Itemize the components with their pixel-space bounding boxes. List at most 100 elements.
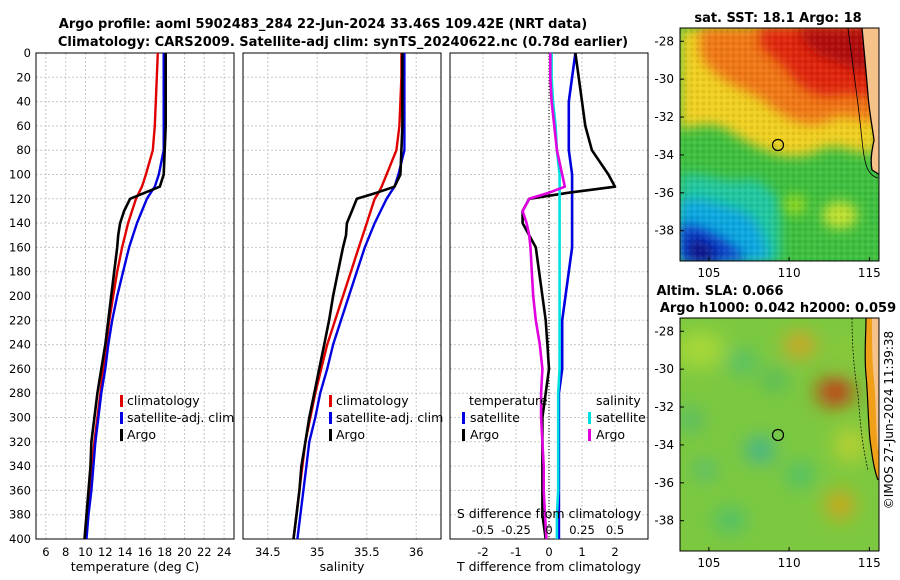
depth-tick-240: 240 — [9, 338, 31, 352]
temperature-xtick-8: 8 — [62, 545, 69, 559]
sla_map-xtick-115: 115 — [858, 556, 881, 570]
temperature-xtick-20: 20 — [177, 545, 192, 559]
salinity-axes-frame — [242, 52, 442, 540]
sst_map-ytick-32: -32 — [654, 110, 674, 124]
salinity-legend-satellite-adj-clim: satellite-adj. clim — [336, 410, 443, 425]
salinity-legend-swatch-satellite-adj-clim — [329, 412, 332, 424]
salinity-xtick-35: 35 — [310, 545, 325, 559]
diff-series-s-argo — [521, 53, 567, 540]
sst-map-frame — [679, 27, 880, 262]
sst_map-ytick-36: -36 — [654, 186, 674, 200]
sla_map-xtick-105: 105 — [697, 556, 720, 570]
temperature-legend-climatology: climatology — [127, 393, 200, 408]
sst-map-axes: -28 -30 -32 -34 -36 -38 105 110 115 — [654, 34, 880, 280]
temperature-xtick-6: 6 — [42, 545, 49, 559]
depth-tick-200: 200 — [9, 289, 31, 303]
depth-tick-100: 100 — [9, 168, 31, 182]
depth-tick-20: 20 — [16, 70, 31, 84]
temperature-legend-swatch-satellite-adj-clim — [120, 412, 123, 424]
depth-tick-0: 0 — [24, 46, 31, 60]
sst_map-xtick-110: 110 — [778, 266, 801, 280]
salinity-legend-climatology: climatology — [336, 393, 409, 408]
depth-tick-180: 180 — [9, 265, 31, 279]
temperature-legend-argo: Argo — [127, 427, 156, 442]
depth-tick-160: 160 — [9, 240, 31, 254]
depth-tick-320: 320 — [9, 435, 31, 449]
differences-xtick-1: 1 — [578, 545, 585, 559]
sla_map-xtick-110: 110 — [778, 556, 801, 570]
depth-tick-400: 400 — [9, 532, 31, 546]
sla_map-ytick-28: -28 — [654, 324, 674, 338]
tdiff-legend-swatch-satellite — [462, 412, 465, 424]
temperature-xtick-12: 12 — [98, 545, 113, 559]
sst_map-xtick-105: 105 — [697, 266, 720, 280]
differences-xlabel: T difference from climatology — [456, 559, 642, 574]
depth-tick-80: 80 — [16, 143, 31, 157]
difference-panel: -2 -1 0 1 2T difference from climatology -0.5… — [449, 52, 649, 574]
sst-argo-marker — [771, 138, 785, 152]
sla_map-ytick-34: -34 — [654, 438, 674, 452]
credit-text: ©IMOS 27-Jun-2024 11:39:38 — [882, 331, 896, 509]
salinity-legend-swatch-argo — [329, 429, 332, 441]
sdiff-legend-title: salinity — [596, 393, 641, 408]
temperature-xtick-18: 18 — [157, 545, 172, 559]
salinity-legend-argo: Argo — [336, 427, 365, 442]
sdiff-tick-0-25: 0.25 — [569, 523, 595, 537]
depth-tick-140: 140 — [9, 216, 31, 230]
sdiff-tick-0-5: 0.5 — [606, 523, 624, 537]
depth-tick-120: 120 — [9, 192, 31, 206]
tdiff-legend-title: temperature — [469, 393, 548, 408]
salinity-legend-swatch-climatology — [329, 395, 332, 407]
sdiff-legend-argo: Argo — [596, 427, 625, 442]
sla-argo-marker — [771, 428, 785, 442]
sla-map-axes: -28 -30 -32 -34 -36 -38 105 110 115 — [654, 324, 880, 570]
title-line-1: Argo profile: aoml 5902483_284 22-Jun-20… — [59, 17, 587, 32]
sst_map-ytick-28: -28 — [654, 34, 674, 48]
temperature-xtick-14: 14 — [118, 545, 133, 559]
sdiff-legend-satellite: satellite — [596, 410, 646, 425]
temperature-panel: 6 8 10 12 14 16 18 20 22 240204060801001201401601… — [9, 46, 235, 574]
sst_map-ytick-30: -30 — [654, 72, 674, 86]
depth-tick-380: 380 — [9, 508, 31, 522]
sla_map-ytick-30: -30 — [654, 362, 674, 376]
sla-map-image — [680, 318, 879, 551]
sla_map-ytick-36: -36 — [654, 476, 674, 490]
temperature-xtick-16: 16 — [138, 545, 153, 559]
depth-tick-220: 220 — [9, 313, 31, 327]
depth-tick-340: 340 — [9, 459, 31, 473]
salinity-panel: 34.5 35 35.5 36 salinity climatology satellite… — [242, 52, 443, 574]
differences-xtick-0: 0 — [545, 545, 552, 559]
temperature-xtick-22: 22 — [197, 545, 212, 559]
sdiff-tick-0: 0 — [545, 523, 552, 537]
depth-tick-260: 260 — [9, 362, 31, 376]
tdiff-legend-satellite: satellite — [470, 410, 520, 425]
sst-map-image — [680, 28, 879, 261]
tdiff-legend-argo: Argo — [470, 427, 499, 442]
temperature-axes-frame — [35, 52, 235, 540]
sla-map-frame — [679, 317, 880, 552]
sdiff-legend-swatch-satellite — [588, 412, 591, 424]
salinity-series-satellite-adj-clim — [296, 53, 406, 540]
sla-map-title: Altim. SLA: 0.066 — [657, 284, 784, 299]
tdiff-legend-swatch-argo — [462, 429, 465, 441]
sst-map-title: sat. SST: 18.1 Argo: 18 — [694, 11, 861, 26]
sla_map-ytick-38: -38 — [654, 514, 674, 528]
temperature-xtick-24: 24 — [217, 545, 232, 559]
temperature-legend-swatch-climatology — [120, 395, 123, 407]
depth-tick-300: 300 — [9, 411, 31, 425]
sla-map-subtitle: Argo h1000: 0.042 h2000: 0.059 — [660, 301, 896, 316]
depth-tick-40: 40 — [16, 95, 31, 109]
differences-xtick-2: -2 — [477, 545, 488, 559]
salinity-xtick-35-5: 35.5 — [354, 545, 380, 559]
differences-xtick-2: 2 — [611, 545, 618, 559]
sst_map-ytick-38: -38 — [654, 224, 674, 238]
sdiff-xlabel: S difference from climatology — [457, 506, 642, 521]
sdiff-legend-swatch-argo — [588, 429, 591, 441]
salinity-xtick-34-5: 34.5 — [255, 545, 281, 559]
temperature-series-argo — [83, 53, 167, 540]
sst_map-ytick-34: -34 — [654, 148, 674, 162]
salinity-xtick-36: 36 — [409, 545, 424, 559]
temperature-xlabel: temperature (deg C) — [71, 559, 200, 574]
depth-tick-60: 60 — [16, 119, 31, 133]
